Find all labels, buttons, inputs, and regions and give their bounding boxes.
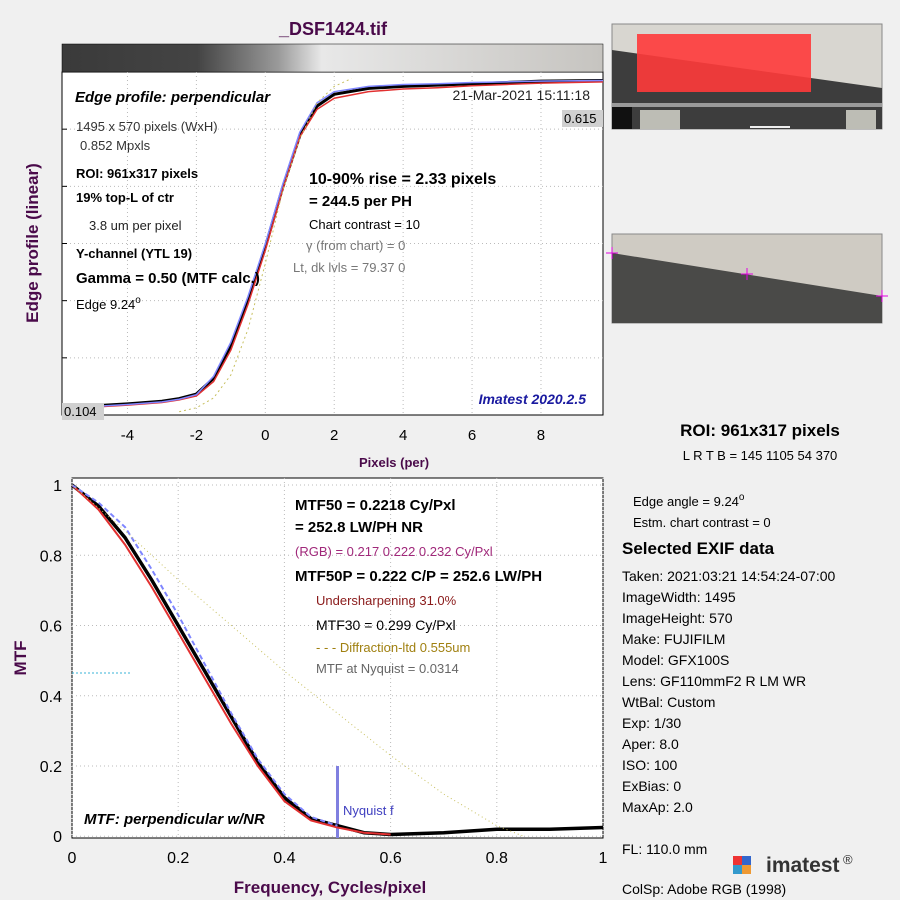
edge-x-tick-label: -4 bbox=[121, 427, 134, 444]
undersharpening: Undersharpening 31.0% bbox=[316, 593, 457, 608]
mtf-y-tick-label: 0.4 bbox=[40, 689, 62, 706]
edge-x-tick-label: 6 bbox=[468, 427, 476, 444]
exif-line: Model: GFX100S bbox=[622, 652, 729, 668]
mtf-ylabel: MTF bbox=[11, 641, 30, 676]
mtf-y-tick-label: 1 bbox=[53, 478, 62, 495]
edge-gradient-strip bbox=[61, 43, 604, 73]
mtf-x-tick-label: 0 bbox=[68, 850, 77, 867]
edge-x-tick-label: 0 bbox=[261, 427, 269, 444]
exif-line: ImageHeight: 570 bbox=[622, 610, 733, 626]
edge-plot-area bbox=[61, 71, 604, 416]
edge-ylabel: Edge profile (linear) bbox=[23, 163, 42, 323]
edge-version: Imatest 2020.2.5 bbox=[479, 391, 587, 407]
edge-channel: Y-channel (YTL 19) bbox=[76, 246, 192, 261]
exif-fl: FL: 110.0 mm bbox=[622, 841, 707, 857]
mtf30-value: MTF30 = 0.299 Cy/Pxl bbox=[316, 617, 456, 633]
mtf-series-line bbox=[71, 484, 391, 836]
edge-x-tick-label: 4 bbox=[399, 427, 407, 444]
edge-angle: Edge 9.24o bbox=[76, 295, 141, 312]
edge-series bbox=[61, 78, 604, 413]
nyquist-mtf: MTF at Nyquist = 0.0314 bbox=[316, 661, 459, 676]
mtf-grid bbox=[71, 478, 604, 838]
mtf-x-tick-label: 0.6 bbox=[379, 850, 401, 867]
mtf-series-line bbox=[71, 484, 338, 827]
exif-line: Make: FUJIFILM bbox=[622, 631, 725, 647]
exif-line: Lens: GF110mmF2 R LM WR bbox=[622, 673, 806, 689]
mtf-series bbox=[70, 483, 604, 838]
edge-grid bbox=[62, 72, 603, 415]
edge-thumbnail bbox=[606, 233, 888, 324]
edge-levels: Lt, dk lvls = 79.37 0 bbox=[293, 260, 405, 275]
edge-contrast: Chart contrast = 10 bbox=[309, 217, 420, 232]
exif-line: Exp: 1/30 bbox=[622, 715, 681, 731]
edge-mpxls: 0.852 Mpxls bbox=[80, 138, 151, 153]
mtf-series-line bbox=[70, 483, 604, 837]
exif-line: ImageWidth: 1495 bbox=[622, 589, 736, 605]
edge-x-tick-label: 8 bbox=[537, 427, 545, 444]
mtf-x-tick-label: 0.4 bbox=[273, 850, 295, 867]
info-panel: ROI: 961x317 pixels L R T B = 145 1105 5… bbox=[622, 421, 853, 897]
mtf50p-value: MTF50P = 0.222 C/P = 252.6 LW/PH bbox=[295, 568, 542, 585]
mtf-x-tick-label: 0.8 bbox=[486, 850, 508, 867]
mtf50-rgb: (RGB) = 0.217 0.222 0.232 Cy/Pxl bbox=[295, 544, 493, 559]
edge-gamma-chart: γ (from chart) = 0 bbox=[306, 238, 405, 253]
info-contrast: Estm. chart contrast = 0 bbox=[633, 515, 771, 530]
edge-rise-ph: = 244.5 per PH bbox=[309, 193, 412, 210]
exif-colsp: ColSp: Adobe RGB (1998) bbox=[622, 881, 786, 897]
exif-list: Taken: 2021:03:21 14:54:24-07:00 ImageWid… bbox=[622, 568, 836, 815]
info-lrtb: L R T B = 145 1105 54 370 bbox=[683, 448, 838, 463]
mtf-y-tick-label: 0.6 bbox=[40, 619, 62, 636]
mtf-x-tick-label: 0.2 bbox=[167, 850, 189, 867]
exif-line: ISO: 100 bbox=[622, 757, 677, 773]
edge-x-tick-label: -2 bbox=[190, 427, 203, 444]
nyquist-label: Nyquist f bbox=[343, 803, 394, 818]
info-roi: ROI: 961x317 pixels bbox=[680, 421, 840, 440]
edge-plot-title: Edge profile: perpendicular bbox=[75, 89, 271, 106]
edge-size: 1495 x 570 pixels (WxH) bbox=[76, 119, 218, 134]
edge-x-ticks: -4 -2 0 2 4 6 8 bbox=[121, 427, 545, 444]
mtf-y-tick-label: 0 bbox=[53, 829, 62, 846]
imatest-logo-text: imatest bbox=[766, 854, 840, 877]
edge-xlabel: Pixels (per) bbox=[359, 455, 429, 470]
mtf-series-line bbox=[71, 484, 524, 837]
mtf-y-tick-label: 0.8 bbox=[40, 548, 62, 565]
edge-max-label: 0.615 bbox=[564, 111, 597, 126]
info-edge-angle: Edge angle = 9.24o bbox=[633, 492, 745, 509]
edge-gamma: Gamma = 0.50 (MTF calc.) bbox=[76, 270, 260, 287]
mtf-plot: 0 0.2 0.4 0.6 0.8 1 0 0.2 0.4 0.6 0.8 1 MTF50 = 0.2… bbox=[11, 477, 608, 897]
mtf-ticks: 0 0.2 0.4 0.6 0.8 1 0 0.2 0.4 0.6 0.8 1 bbox=[40, 478, 608, 867]
diffraction-label: - - - Diffraction-ltd 0.555um bbox=[316, 640, 470, 655]
mtf-y-tick-label: 0.2 bbox=[40, 759, 62, 776]
edge-max-box bbox=[562, 110, 603, 127]
edge-series-line bbox=[179, 78, 352, 413]
imatest-logo-icon: imatest ® bbox=[733, 852, 853, 877]
edge-x-tick-label: 2 bbox=[330, 427, 338, 444]
edge-min-box bbox=[62, 403, 104, 420]
exif-line: ExBias: 0 bbox=[622, 778, 681, 794]
edge-location: 19% top-L of ctr bbox=[76, 190, 174, 205]
edge-pitch: 3.8 um per pixel bbox=[89, 218, 182, 233]
mtf50-lwph: = 252.8 LW/PH NR bbox=[295, 519, 423, 536]
exif-title: Selected EXIF data bbox=[622, 539, 775, 558]
edge-profile-plot: -4 -2 0 2 4 6 8 Edge profile: perpendicular 21… bbox=[23, 43, 604, 470]
exif-line: WtBal: Custom bbox=[622, 694, 715, 710]
mtf-xlabel: Frequency, Cycles/pixel bbox=[234, 878, 426, 897]
mtf50-value: MTF50 = 0.2218 Cy/Pxl bbox=[295, 497, 456, 514]
edge-min-label: 0.104 bbox=[64, 404, 97, 419]
file-title: _DSF1424.tif bbox=[278, 19, 388, 39]
exif-line: Aper: 8.0 bbox=[622, 736, 679, 752]
edge-date: 21-Mar-2021 15:11:18 bbox=[453, 87, 591, 103]
roi-thumbnail-top bbox=[611, 23, 883, 130]
imatest-logo-mark: ® bbox=[843, 852, 853, 867]
mtf-x-tick-label: 1 bbox=[599, 850, 608, 867]
mtf-plot-title: MTF: perpendicular w/NR bbox=[84, 811, 265, 828]
edge-rise: 10-90% rise = 2.33 pixels bbox=[309, 171, 496, 188]
edge-series-line bbox=[61, 79, 604, 409]
exif-line: Taken: 2021:03:21 14:54:24-07:00 bbox=[622, 568, 836, 584]
edge-roi: ROI: 961x317 pixels bbox=[76, 166, 198, 181]
exif-line: MaxAp: 2.0 bbox=[622, 799, 693, 815]
